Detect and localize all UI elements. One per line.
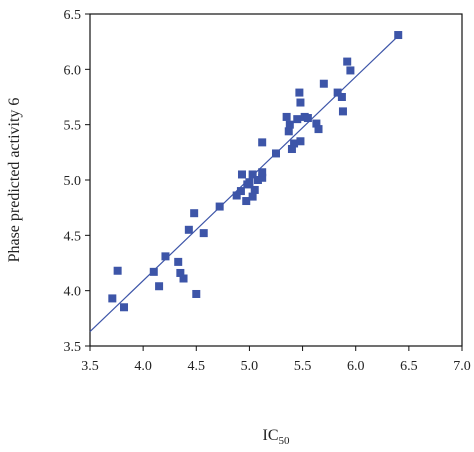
data-point <box>232 191 241 200</box>
x-tick-label: 5.5 <box>294 359 312 374</box>
x-axis-title-main: IC <box>263 427 279 444</box>
y-tick-label: 4.0 <box>64 285 82 300</box>
data-point <box>149 267 158 276</box>
data-point <box>237 170 246 179</box>
x-axis-ticks: 3.5 4.0 4.5 5.0 5.5 6.0 6.5 7.0 <box>81 346 471 374</box>
data-point <box>282 112 291 121</box>
x-tick-label: 6.0 <box>347 359 365 374</box>
y-tick-label: 5.5 <box>64 119 82 134</box>
y-tick-label: 3.5 <box>64 340 82 355</box>
data-point <box>215 202 224 211</box>
data-point <box>303 114 312 123</box>
data-point <box>314 125 323 134</box>
data-point <box>108 294 117 303</box>
data-point <box>258 138 267 147</box>
data-point <box>120 303 129 312</box>
data-point <box>242 197 251 206</box>
x-tick-label: 4.0 <box>134 359 152 374</box>
data-point <box>161 252 170 261</box>
data-point <box>113 266 122 275</box>
data-point <box>258 168 267 177</box>
data-point <box>287 145 296 154</box>
data-point <box>236 187 245 196</box>
y-tick-label: 5.0 <box>64 174 82 189</box>
y-tick-label: 6.5 <box>64 8 82 23</box>
data-point <box>192 289 201 298</box>
data-point <box>248 170 257 179</box>
x-axis-title-subscript: 50 <box>279 435 291 447</box>
data-point <box>179 274 188 283</box>
y-tick-label: 6.0 <box>64 63 82 78</box>
data-point <box>184 225 193 234</box>
data-point <box>248 192 257 201</box>
data-point <box>346 66 355 75</box>
data-point <box>190 209 199 218</box>
data-point <box>250 185 259 194</box>
plot-frame <box>89 13 463 347</box>
data-point <box>290 139 299 148</box>
data-point <box>337 93 346 101</box>
data-point <box>296 98 305 107</box>
x-tick-label: 5.0 <box>241 359 259 374</box>
data-point <box>296 137 305 146</box>
y-tick-label: 4.5 <box>64 229 82 244</box>
x-tick-label: 3.5 <box>81 359 99 374</box>
data-point <box>272 149 280 158</box>
data-point <box>253 176 262 184</box>
data-point <box>258 173 267 182</box>
data-point <box>293 115 302 124</box>
data-points <box>108 31 403 312</box>
data-point <box>174 257 183 266</box>
x-axis-title: IC50 <box>263 427 291 447</box>
data-point <box>394 31 403 40</box>
data-point <box>245 178 254 187</box>
data-point <box>284 127 293 136</box>
x-tick-label: 7.0 <box>453 359 471 374</box>
y-axis-title: Phase predicted activity 6 <box>6 98 23 263</box>
data-point <box>333 88 342 97</box>
data-point <box>295 88 304 97</box>
data-point <box>155 282 164 291</box>
data-point <box>343 57 352 66</box>
data-point <box>199 229 208 238</box>
data-point <box>312 119 321 128</box>
data-point <box>319 79 328 88</box>
y-axis-ticks: 3.5 4.0 4.5 5.0 5.5 6.0 6.5 <box>64 8 90 355</box>
x-tick-label: 6.5 <box>400 359 418 374</box>
data-point <box>176 268 185 277</box>
x-tick-label: 4.5 <box>188 359 206 374</box>
data-point <box>338 107 347 116</box>
data-point <box>285 120 294 129</box>
